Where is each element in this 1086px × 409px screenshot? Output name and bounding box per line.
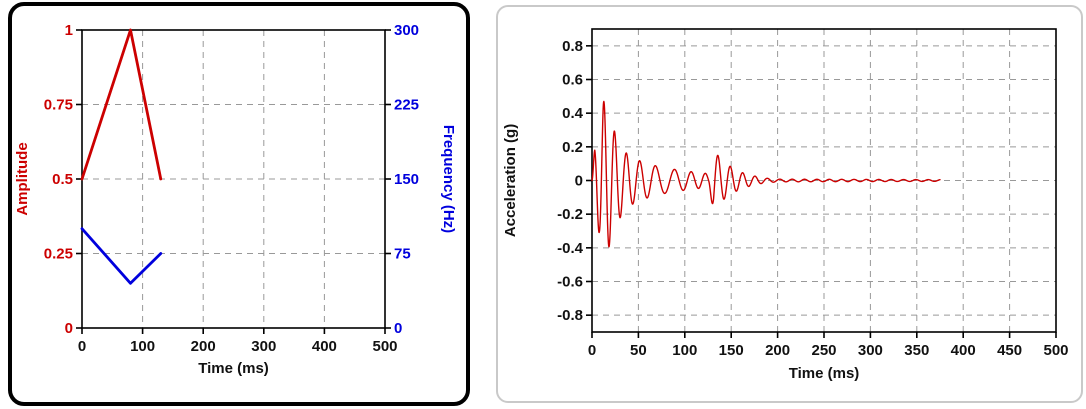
y-tick-label: 0.5 bbox=[52, 171, 73, 188]
y-tick-label: -0.8 bbox=[557, 307, 583, 324]
y-tick-label: 0.2 bbox=[562, 139, 583, 156]
x-tick-label: 500 bbox=[1043, 342, 1068, 359]
y-tick-label: -0.4 bbox=[557, 240, 584, 257]
y2-tick-label: 150 bbox=[394, 171, 419, 188]
x-tick-label: 200 bbox=[191, 338, 216, 355]
pulse-chart-svg: 0 100 200 300 400 50000.250.50.75107515022530… bbox=[14, 22, 457, 377]
x-axis-title: Time (ms) bbox=[789, 365, 860, 382]
y-tick-label: 0.8 bbox=[562, 38, 583, 55]
y-axis-title: Acceleration (g) bbox=[502, 124, 519, 237]
y-tick-label: 1 bbox=[65, 22, 73, 39]
x-tick-label: 200 bbox=[765, 342, 790, 359]
x-tick-label: 300 bbox=[858, 342, 883, 359]
x-tick-label: 450 bbox=[997, 342, 1022, 359]
x-tick-label: 300 bbox=[251, 338, 276, 355]
y-tick-label: -0.6 bbox=[557, 274, 583, 291]
x-tick-label: 50 bbox=[630, 342, 647, 359]
y-tick-label: 0.6 bbox=[562, 72, 583, 89]
acceleration-time-history-chart: 0 50 100 150 200 250 300 350 400 450 500 0.8 0.6 0.4 0… bbox=[498, 7, 1079, 399]
y-tick-label: 0 bbox=[65, 320, 73, 337]
series-amplitude bbox=[80, 28, 163, 181]
y-tick-label: 0.4 bbox=[562, 105, 584, 122]
x-tick-label: 400 bbox=[312, 338, 337, 355]
series-frequency bbox=[80, 227, 163, 285]
amplitude-frequency-panel: 0 100 200 300 400 500 0 0.25 0.5 0.75 1 0 75 150 225 30… bbox=[8, 2, 470, 406]
x-tick-label: 400 bbox=[951, 342, 976, 359]
x-tick-label: 0 bbox=[588, 342, 596, 359]
x-tick-label: 150 bbox=[719, 342, 744, 359]
x-axis-title: Time (ms) bbox=[198, 360, 269, 377]
y-axis-title: Amplitude bbox=[14, 142, 31, 215]
y-tick-label: 0 bbox=[575, 173, 583, 190]
x-tick-label: 0 bbox=[78, 338, 86, 355]
y2-axis-title: Frequency (Hz) bbox=[440, 125, 457, 233]
acceleration-panel: 0 50 100 150 200 250 300 350 400 450 500 0.8 0.6 0.4 0… bbox=[496, 5, 1083, 403]
x-tick-label: 250 bbox=[811, 342, 836, 359]
x-tick-label: 100 bbox=[672, 342, 697, 359]
accel-chart-svg: 0 50 100 150 200 250 300 350 400 450 500 0.8 0.6 0.4 0… bbox=[502, 28, 1069, 382]
y2-tick-label: 0 bbox=[394, 320, 402, 337]
pulse-definition-chart: 0 100 200 300 400 500 0 0.25 0.5 0.75 1 0 75 150 225 30… bbox=[12, 6, 464, 400]
y-tick-label: 0.75 bbox=[44, 97, 73, 114]
y-tick-label: 0.25 bbox=[44, 246, 73, 263]
series-acceleration bbox=[591, 100, 941, 248]
y2-tick-label: 75 bbox=[394, 246, 411, 263]
x-tick-label: 500 bbox=[372, 338, 397, 355]
y2-tick-label: 225 bbox=[394, 97, 419, 114]
x-tick-label: 100 bbox=[130, 338, 155, 355]
y-tick-label: -0.2 bbox=[557, 206, 583, 223]
x-tick-label: 350 bbox=[904, 342, 929, 359]
y2-tick-label: 300 bbox=[394, 22, 419, 39]
